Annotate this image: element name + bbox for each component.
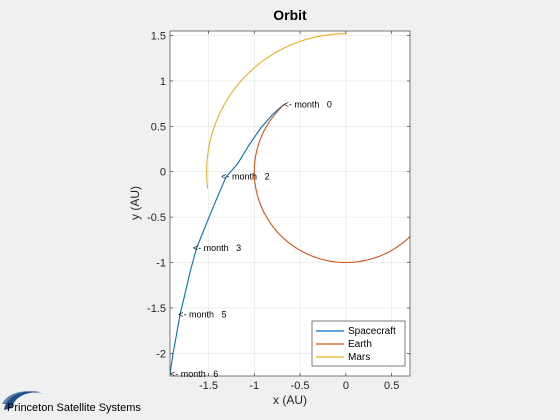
x-tick-label-1: -1 bbox=[249, 380, 259, 392]
logo-swoosh-icon bbox=[4, 391, 40, 410]
x-tick-label-4: 0.5 bbox=[384, 380, 399, 392]
y-axis-label: y (AU) bbox=[128, 186, 142, 220]
series-group bbox=[170, 33, 410, 375]
company-name: Princeton Satellite Systems bbox=[7, 402, 141, 414]
chart-title: Orbit bbox=[273, 7, 307, 23]
grid bbox=[170, 31, 410, 376]
annotations-group: <- month 0 <- month 2 <- month 3 <- month 5… bbox=[170, 100, 332, 380]
annotation-month-4: <- month 6 bbox=[170, 369, 218, 379]
y-tick-label-6: 1 bbox=[160, 76, 166, 88]
y-tick-label-2: -1 bbox=[156, 258, 166, 270]
legend-label-earth: Earth bbox=[348, 339, 372, 350]
y-tick-label-7: 1.5 bbox=[151, 31, 166, 43]
annotation-month-0: <- month 0 bbox=[284, 100, 332, 110]
plot-frame bbox=[169, 30, 411, 377]
y-tick-label-4: 0 bbox=[160, 167, 166, 179]
plot-area bbox=[170, 31, 410, 376]
annotation-month-3: <- month 5 bbox=[178, 309, 226, 319]
legend: Spacecraft Earth Mars bbox=[311, 320, 406, 367]
x-tick-label-2: -0.5 bbox=[291, 380, 310, 392]
ticks-group: -1.5 -1 -0.5 0 0.5 -2 -1.5 -1 -0.5 0 0.5 1 1.5 bbox=[147, 31, 410, 392]
y-tick-label-0: -2 bbox=[156, 348, 166, 360]
y-tick-label-1: -1.5 bbox=[147, 303, 166, 315]
legend-label-spacecraft: Spacecraft bbox=[348, 326, 396, 337]
y-tick-label-3: -0.5 bbox=[147, 212, 166, 224]
company-logo: Princeton Satellite Systems bbox=[2, 391, 141, 414]
annotation-month-1: <- month 2 bbox=[221, 171, 269, 181]
y-tick-label-5: 0.5 bbox=[151, 121, 166, 133]
series-line-spacecraft bbox=[170, 104, 284, 375]
x-tick-label-0: -1.5 bbox=[199, 380, 218, 392]
annotation-month-2: <- month 3 bbox=[193, 243, 241, 253]
x-tick-label-3: 0 bbox=[343, 380, 349, 392]
legend-label-mars: Mars bbox=[348, 352, 370, 363]
series-line-mars bbox=[206, 33, 346, 189]
series-line-earth bbox=[253, 103, 410, 264]
x-axis-label: x (AU) bbox=[273, 393, 307, 407]
logo-arc-icon bbox=[2, 391, 44, 404]
